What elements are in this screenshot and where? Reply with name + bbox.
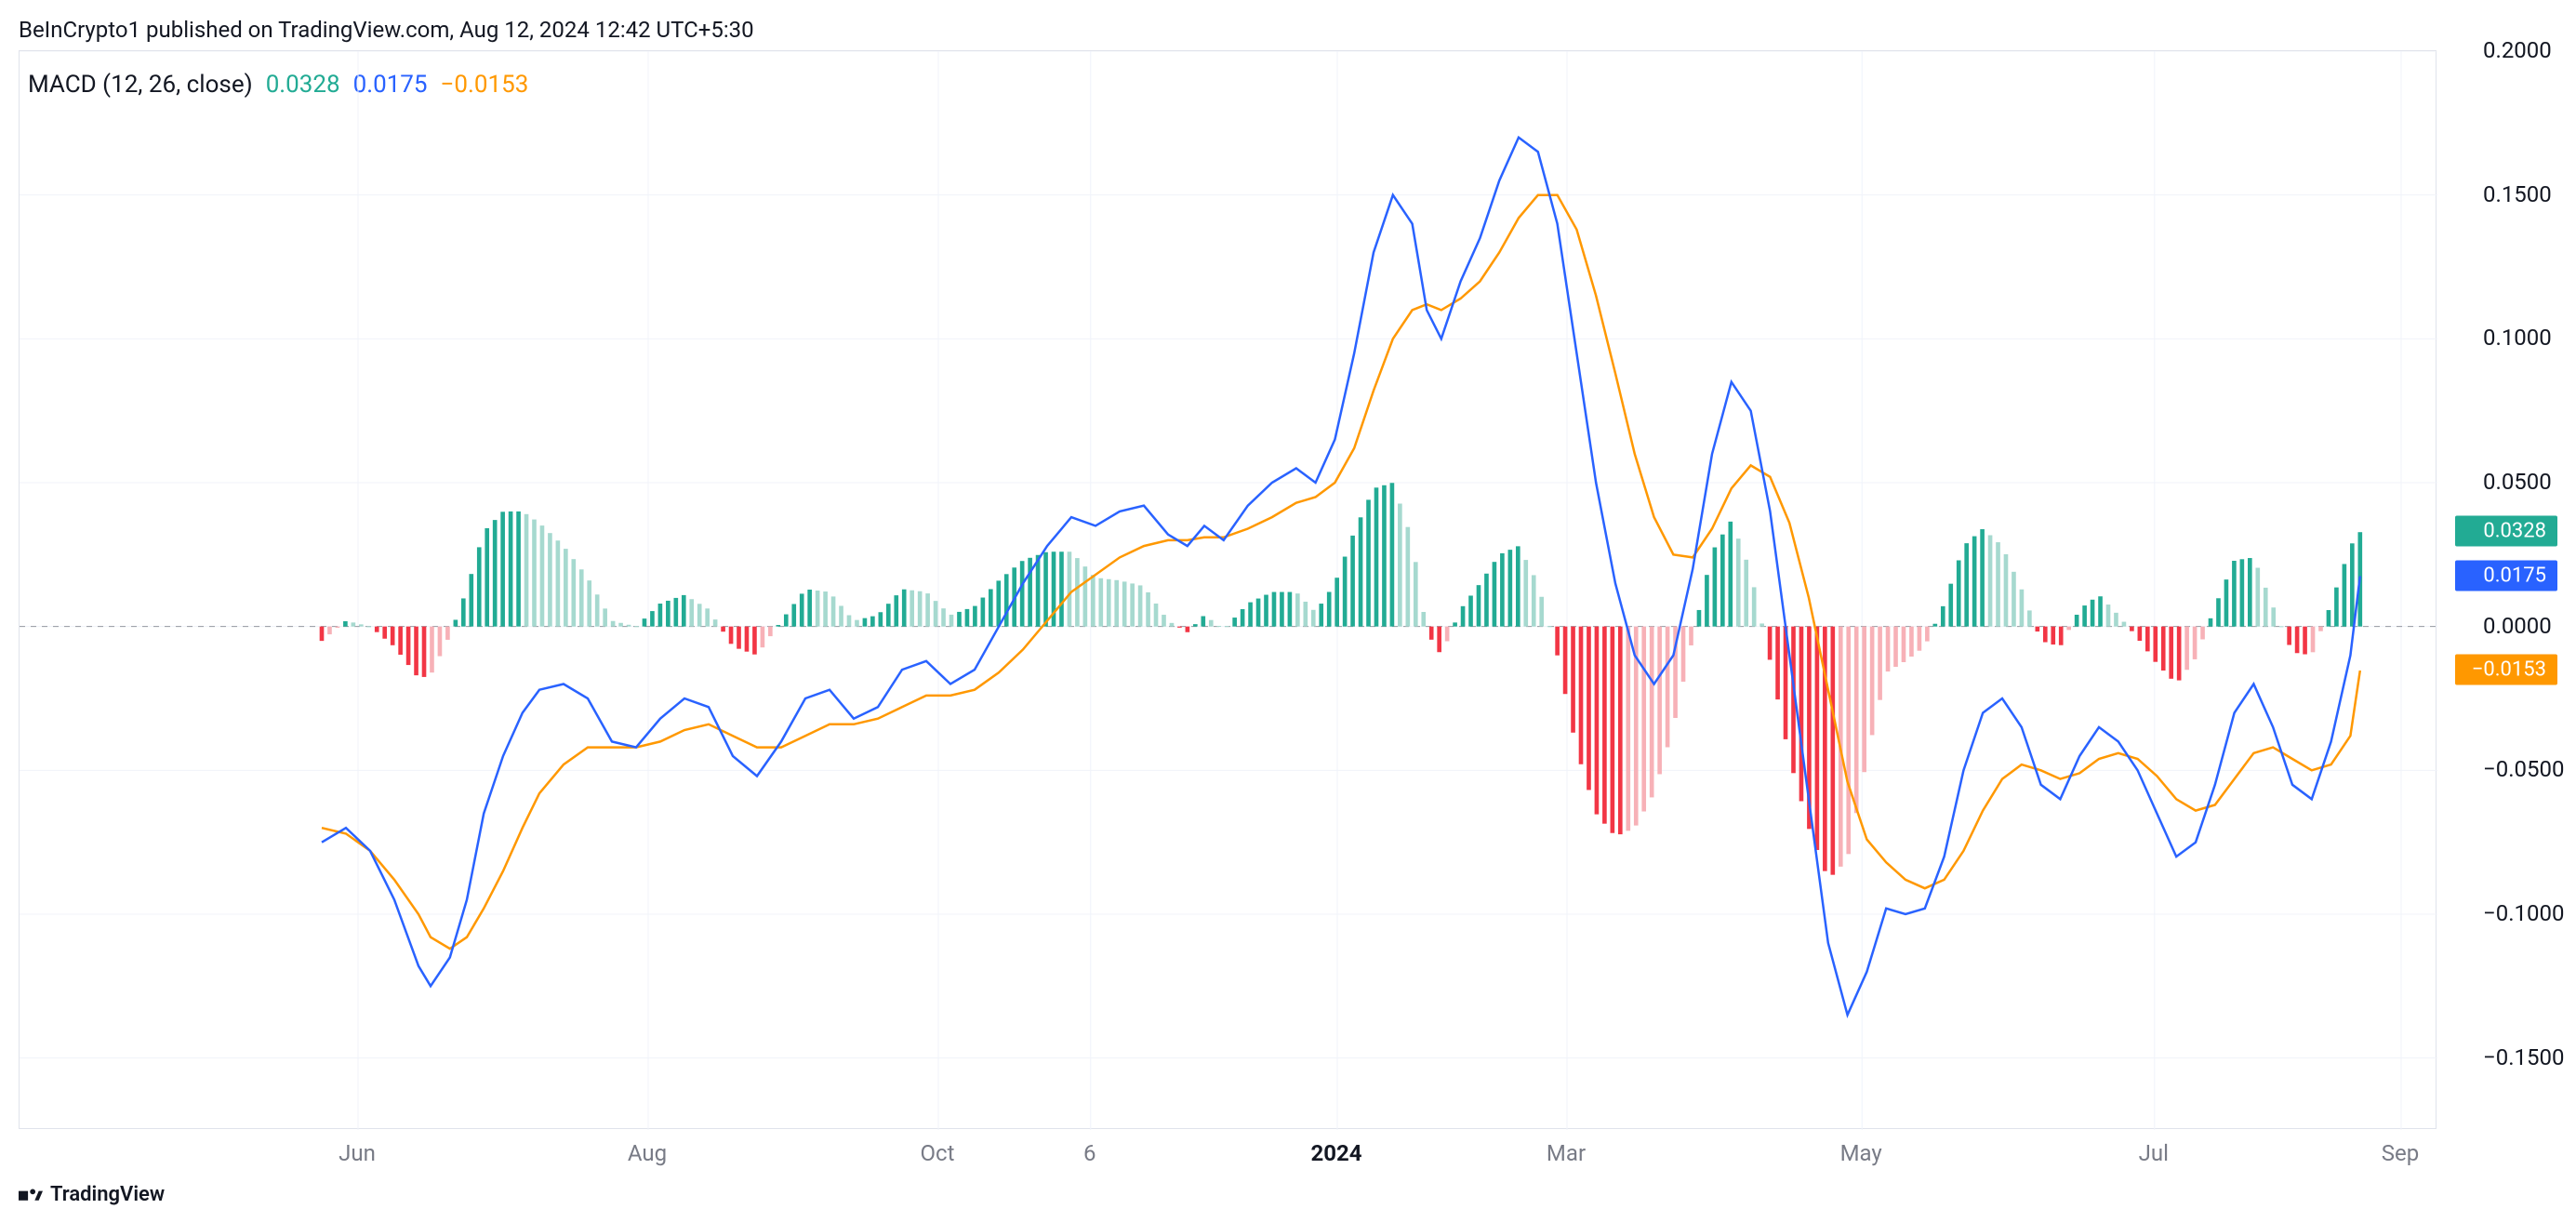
watermark-text: TradingView <box>50 1183 165 1206</box>
x-tick-label: Oct <box>921 1140 955 1166</box>
value-badge: −0.0153 <box>2455 654 2557 684</box>
y-tick-label: 0.0000 <box>2483 613 2552 639</box>
x-tick-label: 2024 <box>1310 1140 1361 1166</box>
attribution-text: BeInCrypto1 published on TradingView.com… <box>19 17 754 43</box>
y-tick-label: 0.1500 <box>2483 181 2552 207</box>
x-tick-label: Mar <box>1547 1140 1586 1166</box>
x-tick-label: Jul <box>2139 1140 2169 1166</box>
x-tick-label: 6 <box>1083 1140 1096 1166</box>
y-tick-label: −0.0500 <box>2483 756 2565 782</box>
x-tick-label: May <box>1840 1140 1882 1166</box>
chart-plot-area[interactable] <box>19 50 2437 1129</box>
value-badge: 0.0175 <box>2455 560 2557 591</box>
x-axis[interactable]: Jun Aug Oct 6 2024 Mar May Jul Sep <box>19 1135 2437 1172</box>
value-badge: 0.0328 <box>2455 516 2557 547</box>
chart-svg <box>20 51 2437 1130</box>
x-tick-label: Aug <box>628 1140 667 1166</box>
y-tick-label: −0.1000 <box>2483 900 2565 926</box>
tradingview-watermark: TradingView <box>19 1183 165 1206</box>
y-tick-label: 0.0500 <box>2483 469 2552 495</box>
tradingview-logo-icon <box>19 1187 43 1203</box>
x-tick-label: Sep <box>2382 1140 2419 1166</box>
y-tick-label: −0.1500 <box>2483 1044 2565 1070</box>
x-tick-label: Jun <box>339 1140 376 1166</box>
y-tick-label: 0.2000 <box>2483 37 2552 63</box>
y-tick-label: 0.1000 <box>2483 325 2552 351</box>
